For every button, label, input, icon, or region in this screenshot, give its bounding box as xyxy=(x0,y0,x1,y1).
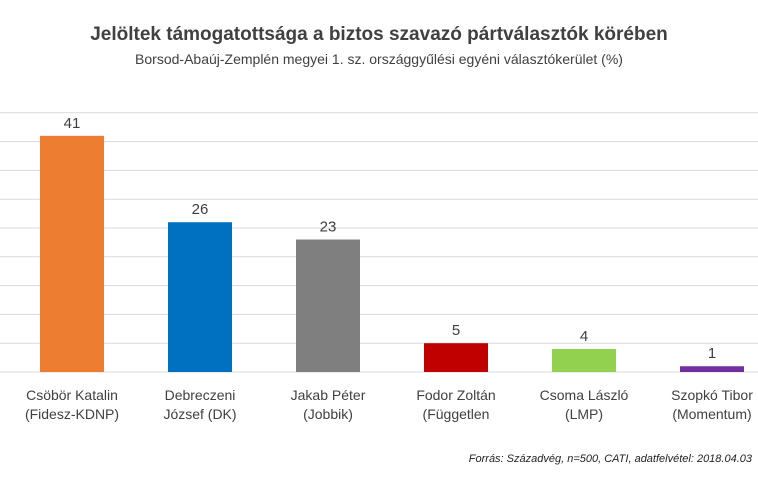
data-label: 5 xyxy=(452,322,460,339)
bar xyxy=(168,222,232,372)
data-label: 41 xyxy=(64,115,81,132)
bar xyxy=(552,348,616,372)
chart-subtitle: Borsod-Abaúj-Zemplén megyei 1. sz. orszá… xyxy=(135,51,623,67)
category-label: Jakab Péter xyxy=(291,387,366,403)
source-note: Forrás: Századvég, n=500, CATI, adatfelv… xyxy=(468,453,752,465)
category-label: (Momentum) xyxy=(672,406,751,422)
category-label: Csöbör Katalin xyxy=(26,387,118,403)
category-label: (Fidesz-KDNP) xyxy=(25,406,119,422)
data-label: 23 xyxy=(320,219,337,236)
category-label: (Független xyxy=(423,406,490,422)
category-label: Szopkó Tibor xyxy=(671,387,753,403)
data-label: 1 xyxy=(708,345,716,362)
category-label: Fodor Zoltán xyxy=(416,387,495,403)
data-label: 4 xyxy=(580,328,588,345)
category-label: Debreczeni xyxy=(165,387,236,403)
data-label: 26 xyxy=(192,201,209,218)
bar xyxy=(680,366,744,372)
chart-title: Jelöltek támogatottsága a biztos szavazó… xyxy=(90,24,668,45)
category-label: (LMP) xyxy=(565,406,603,422)
bar xyxy=(40,135,104,372)
category-label: Csoma László xyxy=(540,387,629,403)
bar xyxy=(296,239,360,372)
category-label: József (DK) xyxy=(163,406,236,422)
bar xyxy=(424,343,488,372)
category-label: (Jobbik) xyxy=(303,406,353,422)
